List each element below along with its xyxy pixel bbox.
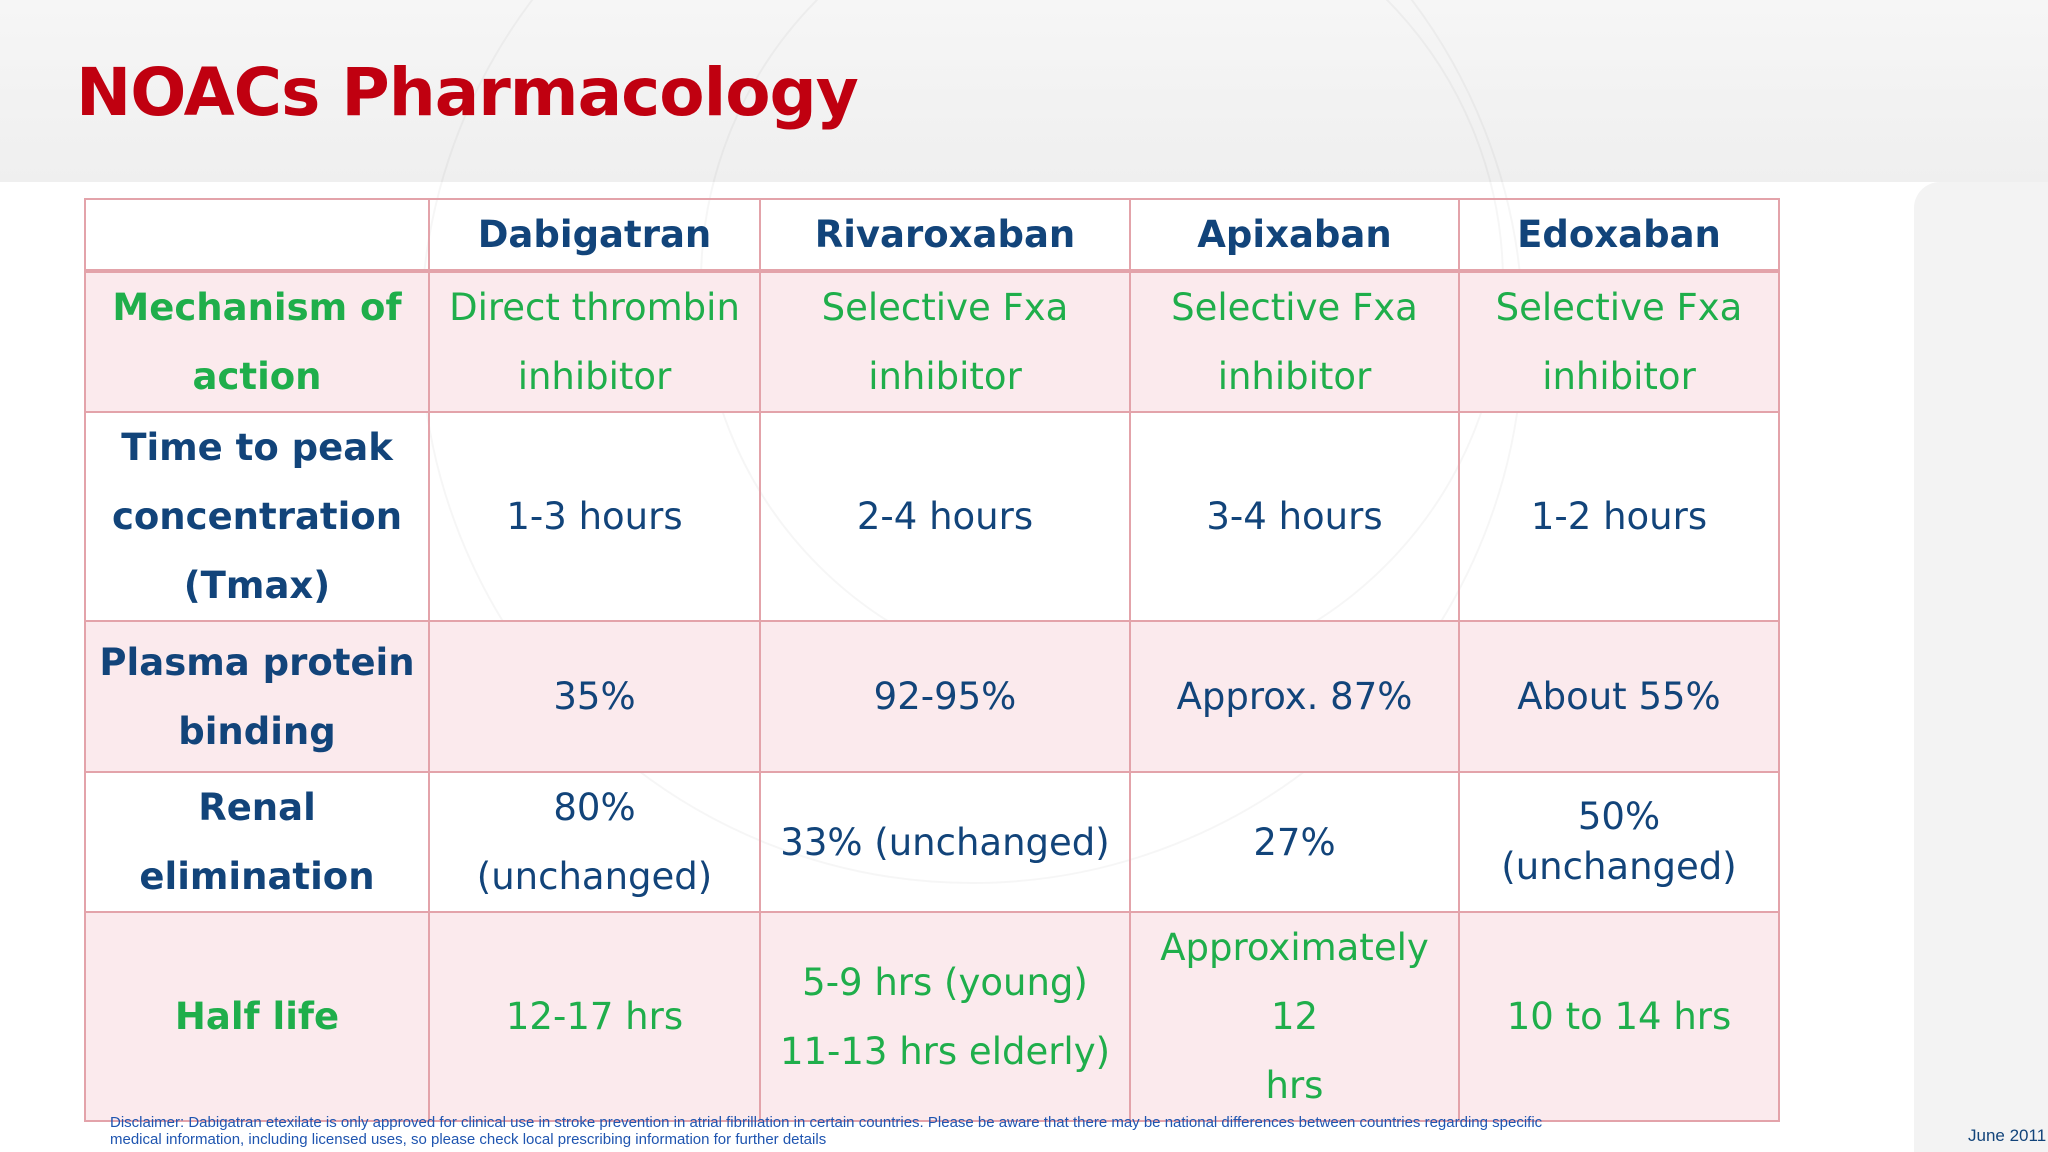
row-label: Plasma protein binding: [84, 620, 430, 773]
table-cell: 50% (unchanged): [1458, 771, 1780, 913]
table-cell: 12-17 hrs: [428, 911, 761, 1122]
table-cell: 27%: [1129, 771, 1460, 913]
table-cell: 33% (unchanged): [759, 771, 1131, 913]
header-cell-edoxaban: Edoxaban: [1458, 198, 1780, 273]
table-header-row: Dabigatran Rivaroxaban Apixaban Edoxaban: [84, 198, 1780, 273]
table-cell: Selective Fxa inhibitor: [759, 270, 1131, 413]
row-label: Renal elimination: [84, 771, 430, 913]
slide-title: NOACs Pharmacology: [76, 54, 859, 131]
table-cell: 35%: [428, 620, 761, 773]
table-cell: 80% (unchanged): [428, 771, 761, 913]
table-row-protein-binding: Plasma protein binding 35% 92-95% Approx.…: [84, 620, 1780, 773]
row-label: Half life: [84, 911, 430, 1122]
table-row-renal-elimination: Renal elimination 80% (unchanged) 33% (unc…: [84, 771, 1780, 913]
table-cell: 1-2 hours: [1458, 411, 1780, 622]
table-cell: Approx. 87%: [1129, 620, 1460, 773]
table-cell: 92-95%: [759, 620, 1131, 773]
table-cell: Selective Fxa inhibitor: [1458, 270, 1780, 413]
table-cell: 3-4 hours: [1129, 411, 1460, 622]
header-band: [0, 0, 2048, 182]
slide-date: June 2011: [1968, 1126, 2047, 1145]
table-cell: 1-3 hours: [428, 411, 761, 622]
header-cell-empty: [84, 198, 430, 273]
pharmacology-table: Dabigatran Rivaroxaban Apixaban Edoxaban…: [84, 198, 1780, 1122]
header-cell-rivaroxaban: Rivaroxaban: [759, 198, 1131, 273]
table-row-tmax: Time to peak concentration (Tmax) 1-3 hour…: [84, 411, 1780, 622]
table-row-mechanism: Mechanism of action Direct thrombin inhibi…: [84, 270, 1780, 413]
disclaimer: Disclaimer: Dabigatran etexilate is only…: [110, 1114, 1810, 1148]
table-cell: 5-9 hrs (young) 11-13 hrs elderly): [759, 911, 1131, 1122]
row-label: Time to peak concentration (Tmax): [84, 411, 430, 622]
table-cell: Selective Fxa inhibitor: [1129, 270, 1460, 413]
header-cell-apixaban: Apixaban: [1129, 198, 1460, 273]
row-label: Mechanism of action: [84, 270, 430, 413]
table-cell: About 55%: [1458, 620, 1780, 773]
table-cell: Approximately 12 hrs: [1129, 911, 1460, 1122]
disclaimer-line: Disclaimer: Dabigatran etexilate is only…: [110, 1114, 1543, 1131]
disclaimer-line: medical information, including licensed …: [110, 1131, 827, 1148]
table-cell: Direct thrombin inhibitor: [428, 270, 761, 413]
table-cell: 2-4 hours: [759, 411, 1131, 622]
right-side-band: [1914, 182, 2048, 1152]
table-row-half-life: Half life 12-17 hrs 5-9 hrs (young) 11-13…: [84, 911, 1780, 1122]
table-cell: 10 to 14 hrs: [1458, 911, 1780, 1122]
header-cell-dabigatran: Dabigatran: [428, 198, 761, 273]
